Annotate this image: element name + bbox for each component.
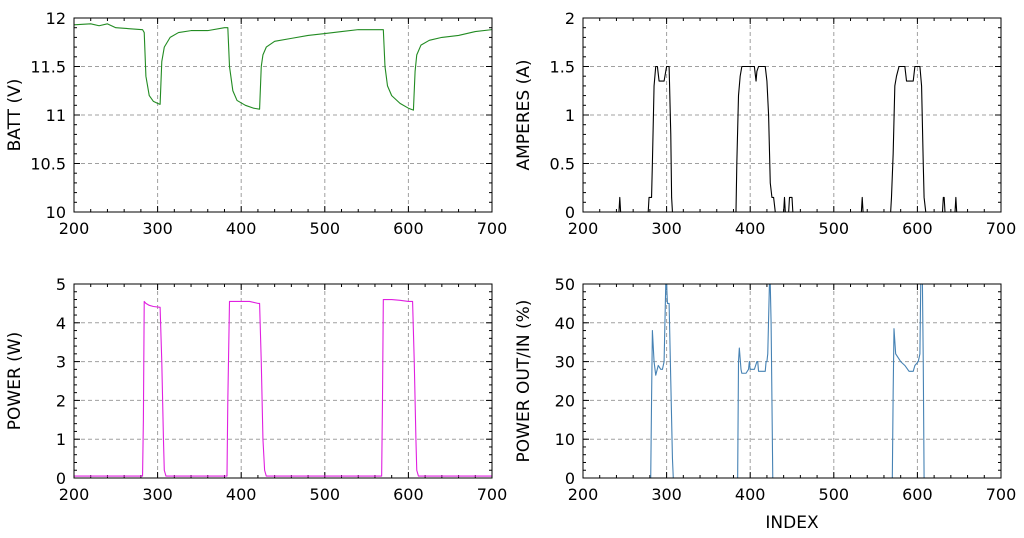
y-tick-label: 0	[56, 469, 66, 488]
y-axis-label: AMPERES (A)	[514, 60, 534, 171]
y-axis-label: POWER (W)	[5, 332, 25, 430]
chart-panel-power: 200 300 400 500 600 700 0 1 2 3 4 5 POWER (W)	[5, 275, 507, 504]
x-tick-label: 300	[651, 485, 682, 504]
y-tick-label: 1.5	[550, 58, 575, 77]
y-tick-label: 2	[56, 391, 66, 410]
chart-panel-amperes: 200 300 400 500 600 700 0 0.5 1 1.5 2 AMPERES (A)	[514, 9, 1016, 238]
y-tick-label: 1	[56, 430, 66, 449]
x-tick-label: 300	[142, 219, 173, 238]
y-tick-label: 4	[56, 314, 66, 333]
y-tick-label: 30	[555, 353, 575, 372]
chart-panel-efficiency: 200 300 400 500 600 700 0 10 20 30 40 50 POWER OUT/I…	[514, 275, 1016, 533]
x-tick-label: 700	[986, 219, 1017, 238]
plot-area	[74, 284, 492, 478]
plot-frame	[73, 283, 493, 479]
x-tick-label: 300	[142, 485, 173, 504]
x-tick-label: 600	[902, 485, 933, 504]
y-tick-label: 5	[56, 275, 66, 294]
series-line-power	[74, 298, 492, 477]
chart-panel-batt: 200 300 400 500 600 700 10 10.5 11 11.5 12 BATT (V)	[5, 9, 507, 238]
y-tick-label: 12	[46, 9, 66, 28]
y-tick-label: 10	[46, 203, 66, 222]
x-tick-label: 200	[59, 219, 90, 238]
series-line-efficiency	[583, 283, 1001, 479]
y-tick-label: 11	[46, 106, 66, 125]
x-tick-label: 500	[819, 485, 850, 504]
y-tick-label: 0.5	[550, 155, 575, 174]
x-tick-label: 700	[986, 485, 1017, 504]
series-line-amperes	[583, 65, 1001, 213]
y-axis-label: BATT (V)	[5, 79, 25, 152]
y-tick-label: 10	[555, 430, 575, 449]
y-tick-label: 10.5	[30, 155, 66, 174]
x-tick-label: 600	[902, 219, 933, 238]
plot-frame	[582, 17, 1002, 213]
x-tick-label: 600	[393, 485, 424, 504]
x-tick-label: 400	[226, 219, 257, 238]
plot-area	[74, 18, 492, 212]
x-axis-label: INDEX	[765, 513, 819, 533]
x-tick-label: 200	[568, 485, 599, 504]
x-tick-label: 700	[477, 219, 508, 238]
x-tick-label: 700	[477, 485, 508, 504]
x-tick-label: 500	[310, 219, 341, 238]
x-tick-label: 400	[735, 219, 766, 238]
y-tick-label: 0	[565, 203, 575, 222]
x-tick-label: 500	[310, 485, 341, 504]
y-tick-label: 0	[565, 469, 575, 488]
y-tick-label: 3	[56, 353, 66, 372]
y-tick-label: 1	[565, 106, 575, 125]
x-tick-label: 200	[59, 485, 90, 504]
y-tick-label: 11.5	[30, 58, 66, 77]
x-tick-label: 300	[651, 219, 682, 238]
x-tick-label: 500	[819, 219, 850, 238]
x-tick-label: 400	[226, 485, 257, 504]
plot-area	[583, 284, 1001, 478]
x-tick-label: 400	[735, 485, 766, 504]
plot-frame	[582, 283, 1002, 479]
x-tick-label: 600	[393, 219, 424, 238]
plot-frame	[73, 17, 493, 213]
plot-area	[583, 18, 1001, 212]
x-tick-label: 200	[568, 219, 599, 238]
y-tick-label: 20	[555, 391, 575, 410]
series-line-batt	[73, 23, 493, 111]
y-tick-label: 2	[565, 9, 575, 28]
y-axis-label: POWER OUT/IN (%)	[514, 300, 534, 463]
y-tick-label: 50	[555, 275, 575, 294]
y-tick-label: 40	[555, 314, 575, 333]
